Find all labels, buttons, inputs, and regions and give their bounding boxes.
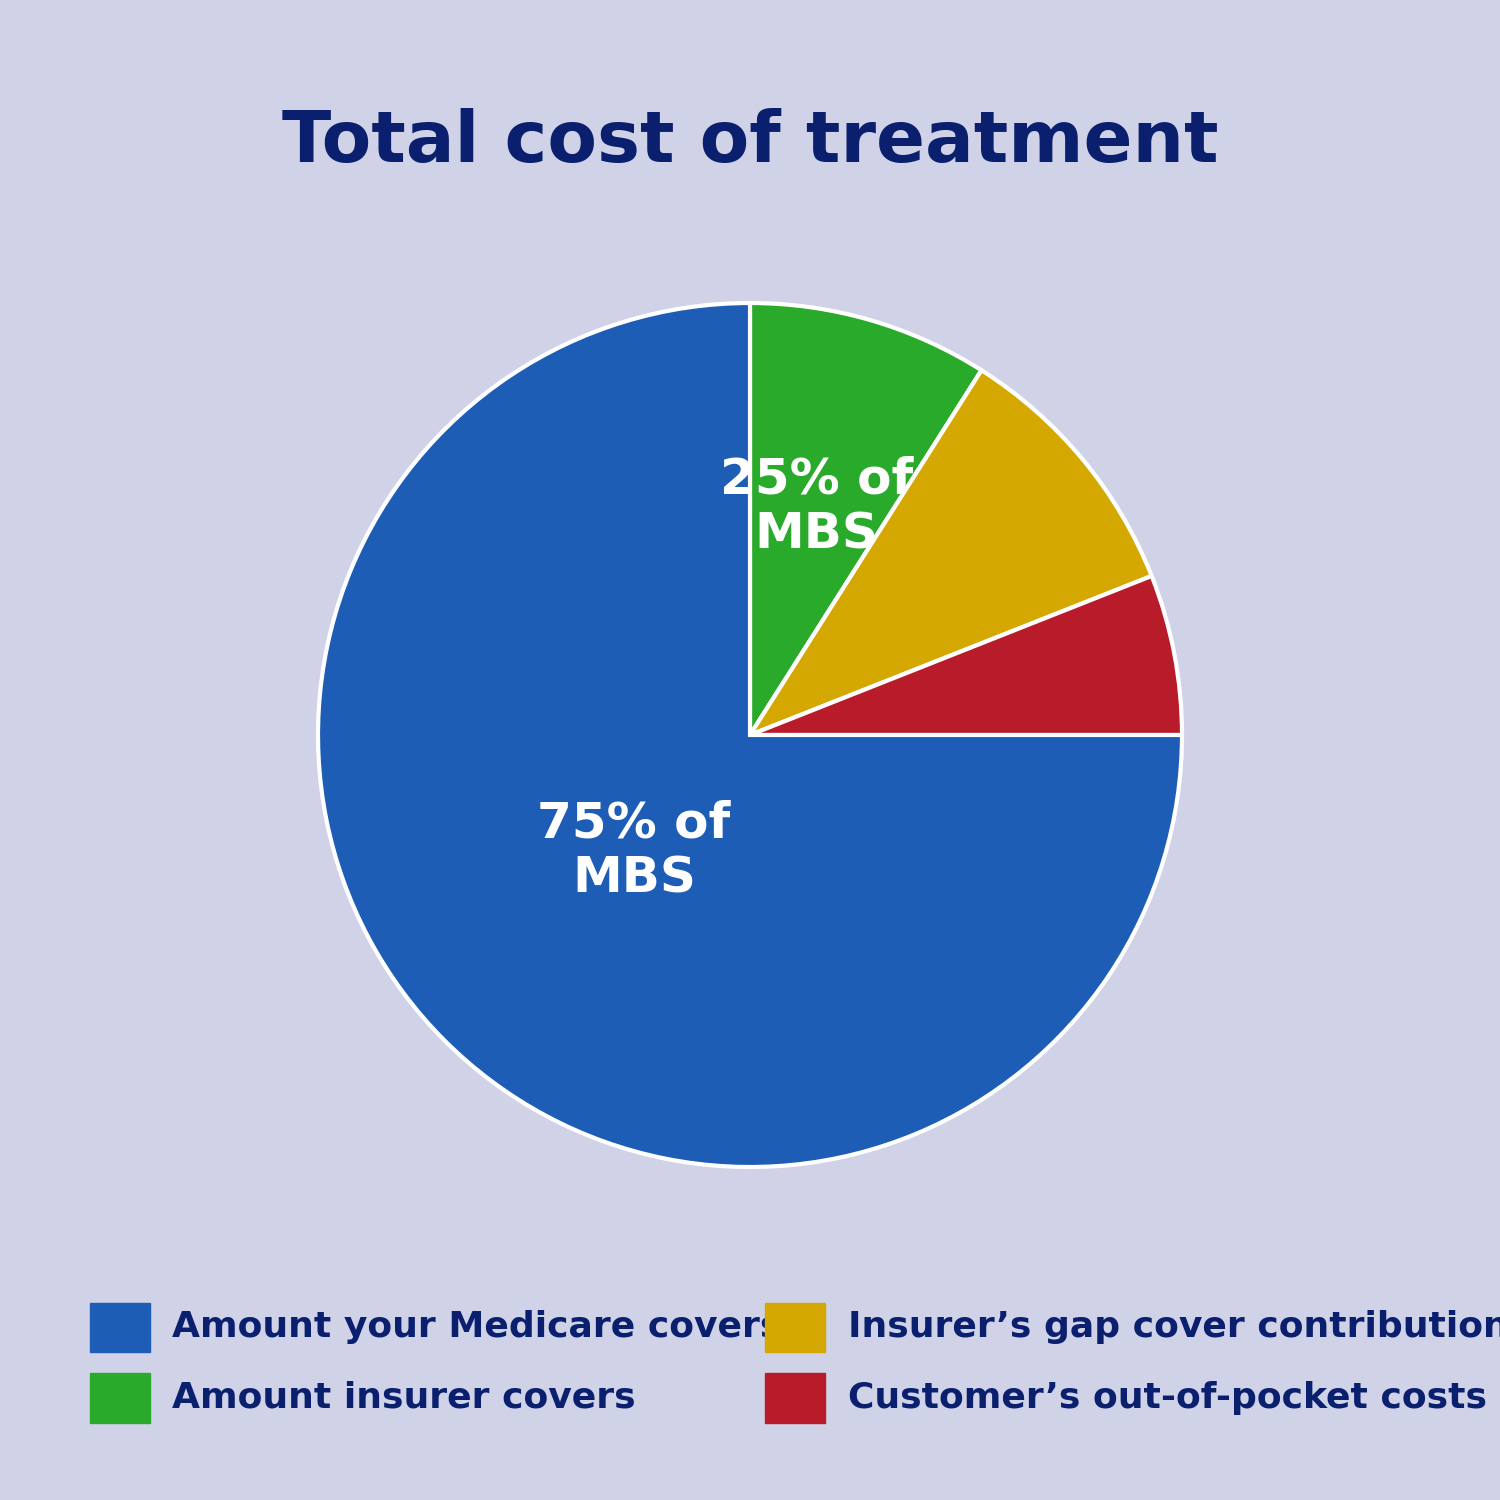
- Text: Amount insurer covers: Amount insurer covers: [172, 1382, 636, 1414]
- Wedge shape: [750, 576, 1182, 735]
- Text: 75% of
MBS: 75% of MBS: [537, 800, 730, 903]
- Wedge shape: [750, 370, 1152, 735]
- Text: 25% of
MBS: 25% of MBS: [720, 454, 914, 558]
- Wedge shape: [750, 303, 981, 735]
- Text: Total cost of treatment: Total cost of treatment: [282, 108, 1218, 177]
- Wedge shape: [318, 303, 1182, 1167]
- Text: Customer’s out-of-pocket costs: Customer’s out-of-pocket costs: [847, 1382, 1486, 1414]
- Text: Insurer’s gap cover contribution: Insurer’s gap cover contribution: [847, 1311, 1500, 1344]
- Text: Amount your Medicare covers: Amount your Medicare covers: [172, 1311, 782, 1344]
